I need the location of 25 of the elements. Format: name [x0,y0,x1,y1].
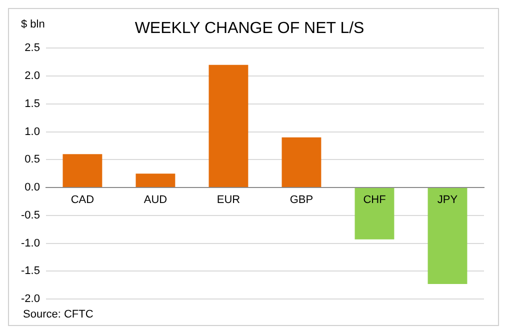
x-tick-label: GBP [290,194,314,206]
y-tick-label: 2.0 [24,70,40,82]
y-tick-label: 2.5 [24,42,40,54]
bar [428,188,468,284]
y-tick-label: -0.5 [20,209,40,222]
y-tick-label: 0.0 [24,182,40,194]
bar [136,174,176,188]
bar [208,64,248,188]
chart-title: WEEKLY CHANGE OF NET L/S [134,20,364,38]
y-axis-title: $ bln [21,18,45,31]
x-tick-label: EUR [216,194,240,206]
x-tick-label: CHF [363,194,386,206]
bar [282,137,322,188]
y-tick-label: 1.0 [24,126,40,138]
y-tick-label: -2.0 [20,293,40,306]
bar [62,154,102,188]
y-tick-label: -1.5 [20,265,40,278]
x-tick-label: CAD [70,194,94,206]
y-tick-label: -1.0 [20,237,40,250]
y-tick-label: 1.5 [24,98,40,110]
x-tick-label: AUD [144,194,168,206]
y-tick-label: 0.5 [24,154,40,166]
x-tick-label: JPY [437,194,458,206]
source-note: Source: CFTC [23,308,94,321]
bar [354,188,394,240]
